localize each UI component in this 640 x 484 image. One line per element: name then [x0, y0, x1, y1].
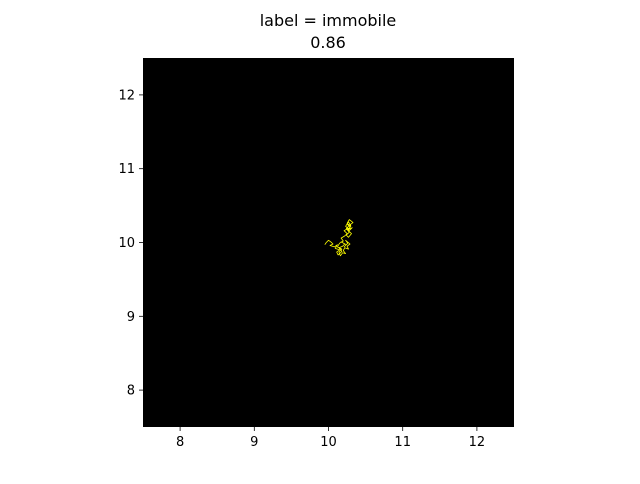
y-tick-label: 10: [118, 236, 135, 251]
x-tick-label: 12: [469, 435, 486, 450]
x-tick-label: 8: [176, 435, 184, 450]
trajectory-line: [324, 219, 354, 257]
x-tick-label: 10: [320, 435, 337, 450]
trajectory-series: [324, 219, 354, 257]
y-axis: 8 9 10 11 12: [118, 88, 143, 399]
y-tick-label: 11: [118, 162, 135, 177]
x-tick-label: 9: [250, 435, 258, 450]
plot-area: [143, 58, 514, 427]
x-tick-label: 11: [394, 435, 411, 450]
x-axis: 8 9 10 11 12: [176, 427, 485, 450]
y-tick-label: 9: [127, 310, 135, 325]
chart-subtitle: 0.86: [310, 33, 346, 52]
chart-title: label = immobile: [259, 11, 397, 30]
y-tick-label: 12: [118, 88, 135, 103]
y-tick-label: 8: [127, 384, 135, 399]
